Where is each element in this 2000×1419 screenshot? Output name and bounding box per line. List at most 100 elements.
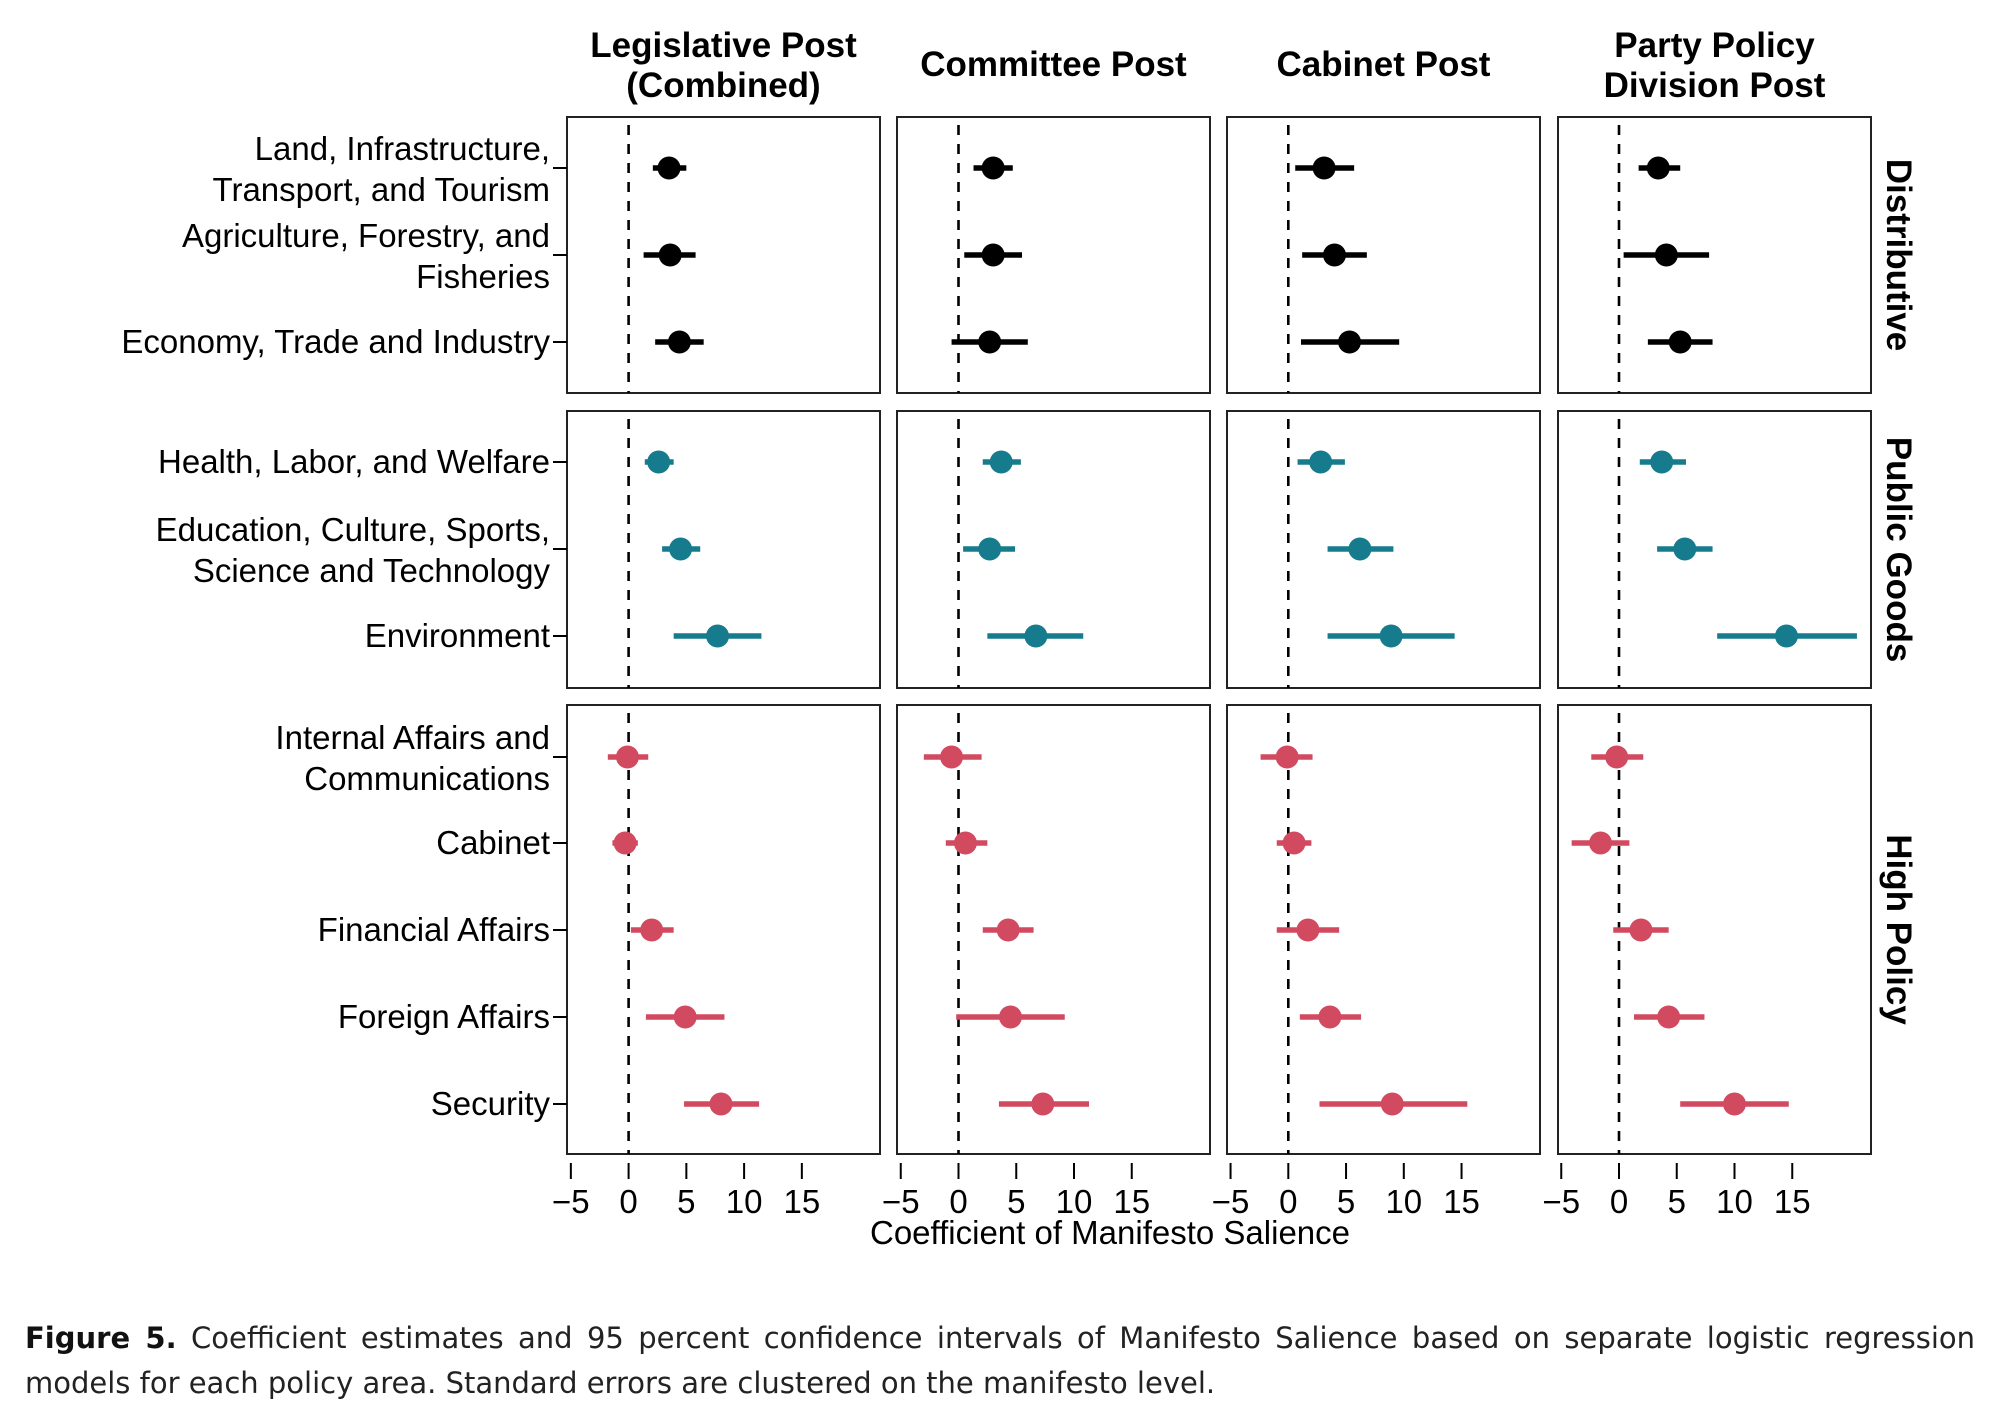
panel-high-policy-1 [896,704,1211,1155]
x-tick-label: 0 [1279,1183,1297,1220]
point-estimate [1275,745,1299,769]
point-estimate [1024,624,1048,648]
panel-frame [1226,704,1541,1155]
point-estimate [996,918,1020,942]
strip-label: Public Goods [1879,437,1918,663]
y-tick-label: Fisheries [416,258,550,295]
point-estimate [1318,1005,1342,1029]
x-axes: −5 0 5 10 15 −5 0 5 10 15 −5 0 5 10 15 −5 0 5 10 15 [552,1163,1811,1220]
y-axis-labels: Land, Infrastructure, Transport, and Tour… [121,130,567,1122]
point-estimate [1296,918,1320,942]
x-tick-label: 0 [949,1183,967,1220]
point-estimate [615,745,639,769]
point-estimate [669,537,693,561]
strip-label: Distributive [1879,159,1918,352]
panel-frame [566,704,881,1155]
panel-frame [896,116,1211,394]
point-estimate [706,624,730,648]
panel-frame [1557,116,1872,394]
point-estimate [1031,1092,1055,1116]
point-estimate [989,450,1013,474]
column-title: Division Post [1604,66,1826,105]
x-tick-label: 15 [1443,1183,1480,1220]
point-estimate [978,537,1002,561]
point-estimate [1309,450,1333,474]
point-estimate [1605,745,1629,769]
point-estimate [667,330,691,354]
point-estimate [1348,537,1372,561]
x-tick-label: 5 [1668,1183,1686,1220]
x-tick-label: 10 [1716,1183,1753,1220]
point-estimate [998,1005,1022,1029]
panels [566,116,1872,1155]
x-tick-label: 5 [1337,1183,1355,1220]
x-tick-label: 5 [1007,1183,1025,1220]
point-estimate [673,1005,697,1029]
row-strip-labels: Distributive Public Goods High Policy [1879,159,1918,1026]
point-estimate [1654,243,1678,267]
panel-frame [896,704,1211,1155]
point-estimate [1774,624,1798,648]
x-tick-label: −5 [1542,1183,1580,1220]
panel-frame [896,410,1211,689]
point-estimate [613,831,637,855]
column-title: Committee Post [920,45,1187,84]
figure-caption: Figure 5. Coefficient estimates and 95 p… [25,1316,1975,1406]
point-estimate [978,330,1002,354]
x-tick-label: −5 [882,1183,920,1220]
panel-distributive-1 [896,116,1211,394]
y-tick-label: Financial Affairs [318,911,550,948]
point-estimate [1650,450,1674,474]
y-tick-label: Communications [304,760,550,797]
point-estimate [1380,1092,1404,1116]
point-estimate [1312,156,1336,180]
x-axis-title: Coefficient of Manifesto Salience [870,1214,1350,1251]
panel-public-goods-1 [896,410,1211,689]
point-estimate [1379,624,1403,648]
panel-frame [566,116,881,394]
x-tick-label: 0 [1610,1183,1628,1220]
caption-label: Figure 5. [25,1321,177,1355]
panel-public-goods-0 [566,410,881,689]
panel-frame [566,410,881,689]
column-title: Legislative Post [590,26,857,65]
y-tick-label: Economy, Trade and Industry [121,323,550,360]
x-axis-2: −5 0 5 10 15 [1212,1163,1480,1220]
point-estimate [1646,156,1670,180]
column-title: Cabinet Post [1277,45,1491,84]
x-tick-label: 15 [1774,1183,1811,1220]
y-tick-label: Education, Culture, Sports, [156,511,550,548]
panel-frame [1557,704,1872,1155]
point-estimate [657,156,681,180]
y-tick-label: Cabinet [436,824,550,861]
y-tick-label: Health, Labor, and Welfare [158,443,550,480]
x-tick-label: 15 [783,1183,820,1220]
x-axis-3: −5 0 5 10 15 [1542,1163,1811,1220]
point-estimate [1657,1005,1681,1029]
y-tick-label: Transport, and Tourism [213,171,550,208]
point-estimate [953,831,977,855]
panel-frame [1226,116,1541,394]
point-estimate [640,918,664,942]
y-tick-label: Internal Affairs and [275,719,550,756]
point-estimate [1673,537,1697,561]
x-tick-label: 10 [726,1183,763,1220]
x-tick-label: 0 [619,1183,637,1220]
x-tick-label: 10 [1056,1183,1093,1220]
strip-label: High Policy [1879,834,1918,1025]
y-tick-label: Agriculture, Forestry, and [182,217,550,254]
x-tick-label: 15 [1113,1183,1150,1220]
point-estimate [1723,1092,1746,1116]
panel-public-goods-3 [1557,410,1872,689]
y-tick-label: Security [431,1085,551,1122]
x-tick-label: 5 [677,1183,695,1220]
x-axis-0: −5 0 5 10 15 [552,1163,820,1220]
x-tick-label: −5 [1212,1183,1250,1220]
column-titles: Legislative Post(Combined) Committee Post… [590,26,1825,105]
column-title: (Combined) [626,66,820,105]
x-tick-label: 10 [1385,1183,1422,1220]
y-tick-label: Science and Technology [193,552,551,589]
point-estimate [1338,330,1362,354]
y-tick-label: Environment [365,617,550,654]
y-tick-label: Land, Infrastructure, [255,130,550,167]
